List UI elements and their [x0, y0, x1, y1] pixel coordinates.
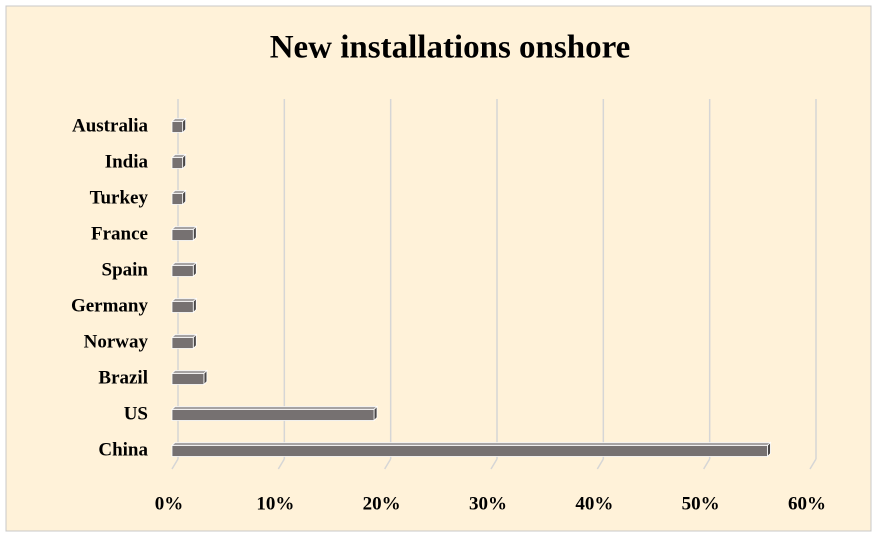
y-tick-label: Norway	[84, 331, 149, 352]
bar-side	[182, 189, 187, 206]
grid-floor	[171, 458, 179, 470]
bar-top	[171, 298, 198, 302]
bar	[171, 445, 768, 457]
x-tick-label: 20%	[363, 493, 401, 514]
bar-side	[767, 441, 771, 458]
x-tick-label: 40%	[575, 493, 613, 514]
bar-top	[171, 370, 208, 374]
grid-floor	[490, 458, 498, 470]
bar-side	[192, 225, 197, 242]
bar-side	[182, 117, 187, 134]
bar	[171, 373, 205, 385]
x-tick-label: 0%	[155, 493, 184, 514]
bar-top	[171, 406, 378, 410]
y-tick-label: US	[124, 403, 148, 424]
grid-floor	[809, 458, 817, 470]
y-tick-label: China	[98, 439, 148, 460]
bar	[171, 193, 184, 205]
bar-side	[192, 261, 197, 278]
y-tick-label: Turkey	[90, 187, 149, 208]
bar	[171, 121, 184, 133]
bar-side	[192, 297, 197, 314]
bar-side	[182, 153, 187, 170]
bar	[171, 265, 194, 277]
y-tick-label: France	[91, 223, 148, 244]
y-tick-label: Australia	[72, 115, 149, 136]
x-tick-label: 30%	[469, 493, 507, 514]
bar	[171, 409, 375, 421]
y-tick-label: Brazil	[98, 367, 148, 388]
grid-floor	[384, 458, 392, 470]
bar-top	[171, 442, 772, 446]
bar	[171, 229, 194, 241]
x-tick-label: 10%	[256, 493, 294, 514]
bar-side	[192, 333, 197, 350]
chart-title: New installations onshore	[270, 30, 631, 66]
bar-top	[171, 334, 198, 338]
bar-side	[203, 369, 208, 386]
x-tick-label: 50%	[682, 493, 720, 514]
grid-floor	[596, 458, 604, 470]
grid-floor	[703, 458, 711, 470]
y-tick-label: Germany	[71, 295, 149, 316]
y-tick-label: Spain	[102, 259, 149, 280]
y-tick-label: India	[105, 151, 149, 172]
bar	[171, 301, 194, 313]
bar-top	[171, 262, 198, 266]
grid-floor	[277, 458, 285, 470]
bar	[171, 337, 194, 349]
bar-side	[373, 405, 378, 422]
bar	[171, 157, 184, 169]
x-tick-label: 60%	[788, 493, 826, 514]
bar-top	[171, 226, 198, 230]
